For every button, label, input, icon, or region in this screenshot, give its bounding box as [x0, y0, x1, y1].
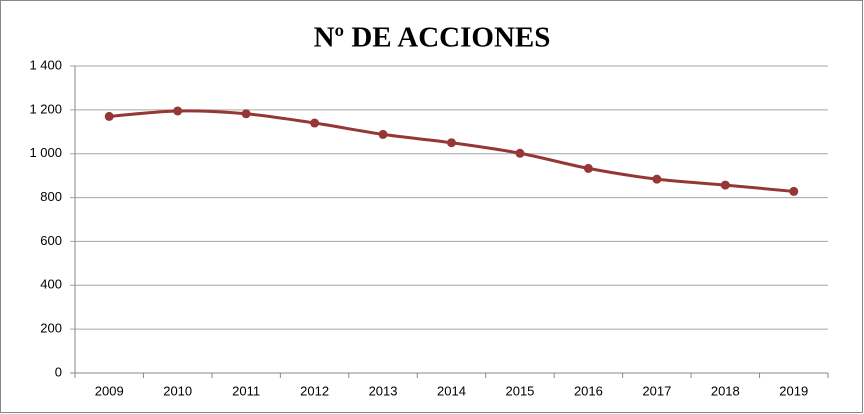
x-tick-label: 2016 — [574, 383, 603, 398]
marker — [515, 148, 525, 158]
x-tick-label: 2019 — [779, 383, 808, 398]
marker — [310, 118, 320, 128]
x-tick-label: 2011 — [232, 383, 260, 398]
y-tick-label: 1 400 — [29, 57, 62, 72]
y-tick-label: 600 — [40, 233, 62, 248]
y-tick-label: 400 — [40, 277, 62, 292]
x-tick-label: 2010 — [163, 383, 192, 398]
marker — [447, 138, 456, 148]
marker — [173, 106, 183, 116]
marker — [583, 163, 593, 173]
x-tick-label: 2017 — [642, 383, 671, 398]
marker — [720, 180, 730, 190]
x-tick-label: 2012 — [300, 383, 329, 398]
marker — [241, 109, 251, 119]
x-tick-label: 2013 — [369, 383, 398, 398]
marker — [104, 111, 114, 121]
x-tick-label: 2014 — [437, 383, 466, 398]
y-tick-label: 200 — [40, 321, 62, 336]
y-tick-label: 1 200 — [29, 101, 62, 116]
y-tick-label: 1 000 — [29, 145, 62, 160]
x-tick-label: 2009 — [95, 383, 124, 398]
marker — [652, 174, 662, 184]
x-tick-label: 2015 — [505, 383, 534, 398]
marker — [789, 186, 799, 196]
x-tick-label: 2018 — [711, 383, 740, 398]
chart-title: Nº DE ACCIONES — [314, 22, 551, 54]
marker — [378, 129, 388, 139]
y-tick-label: 0 — [55, 364, 62, 379]
y-tick-label: 800 — [40, 189, 62, 204]
